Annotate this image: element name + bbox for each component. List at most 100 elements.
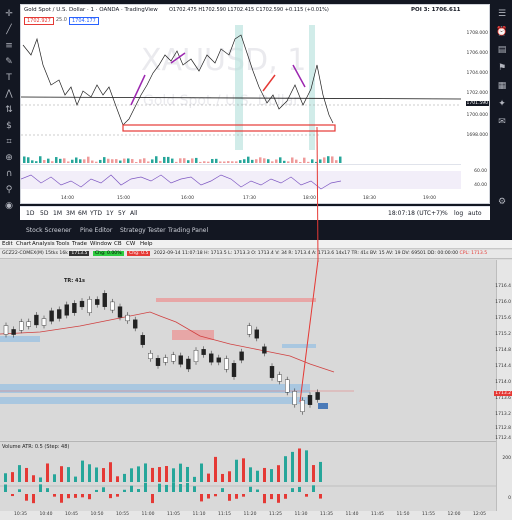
tab-pine-editor[interactable]: Pine Editor [80,227,113,234]
info-bar: GCZ22-COMEX(M) 15tks 16k 1713.5 Chg: 0.0… [0,250,512,259]
tv-symbol-title: Gold Spot / U.S. Dollar · 1 · OANDA · Tr… [24,7,158,13]
tv-volume-bar [55,157,58,163]
price-icon[interactable]: $ [6,121,12,131]
tf-1y[interactable]: 1Y [106,210,114,217]
tf-5d[interactable]: 5D [40,210,49,217]
scale-log[interactable]: log [454,210,464,217]
chat-icon[interactable]: ✉ [498,117,506,127]
nt-price-tick: 1713.6 [495,396,511,401]
tv-volume-bar [263,158,266,163]
delta-bar [291,488,294,492]
delta-bar [151,494,154,504]
rsi-pane: 60.00 40.00 [20,164,487,194]
menu-cw[interactable]: CW [126,241,136,247]
candle-body [79,300,85,308]
futures-time-axis: 10:35 10:40 10:45 10:50 10:55 11:00 11:05 11:10… [0,511,512,520]
tv-volume-bar [119,160,122,163]
menu-edit[interactable]: Edit [2,241,13,247]
menu-trade[interactable]: Trade [72,241,88,247]
delta-bar [228,494,231,501]
ideas-icon[interactable]: ✦ [498,99,506,109]
volume-bar [284,456,287,482]
alert-icon[interactable]: ⏰ [496,27,508,37]
nt-price-tick: 1714.8 [495,348,511,353]
sell-button[interactable]: 1702.927 [24,17,54,25]
futures-price-pane[interactable]: TR: 41s [0,259,496,440]
poi-zone-rect [122,124,336,132]
candle-body [231,363,237,377]
tf-6m[interactable]: 6M [78,210,87,217]
tab-strategy-tester[interactable]: Strategy Tester [120,227,166,234]
volume-bar [186,466,189,482]
watchlist-icon[interactable]: ☰ [497,9,507,19]
tv-volume-bar [187,160,190,163]
volume-bar [277,465,280,482]
tv-volume-bar [207,161,210,163]
candle-body [285,379,290,393]
tv-volume-bar [63,158,66,163]
hotlist-icon[interactable]: ⚑ [497,63,507,73]
tv-time-tick: 14:00 [61,196,74,201]
magnet-icon[interactable]: ∩ [5,169,13,179]
candle-body [125,314,130,322]
chg-badge-2: Chg: 0.5 [127,251,151,256]
tf-1m[interactable]: 1M [53,210,62,217]
last-marker [318,403,328,409]
menu-help[interactable]: Help [140,241,153,247]
cpl-label: CPL: 1713.5 [459,251,488,256]
drawing-toolbar: ✛ ╱ ≡ ✎ T ⋀ ⇅ $ ⌗ ⊕ ∩ ⚲ ◉ [0,0,18,240]
volume-bar [60,466,63,482]
eye-icon[interactable]: ◉ [5,201,13,211]
tf-5y[interactable]: 5Y [118,210,126,217]
menu-chart[interactable]: Chart [16,241,32,247]
tf-1d[interactable]: 1D [26,210,35,217]
delta-bar [137,489,140,492]
tv-volume-bar [307,161,310,163]
tf-ytd[interactable]: YTD [90,210,102,217]
menu-analysis[interactable]: Analysis [32,241,55,247]
brush-icon[interactable]: ✎ [5,57,13,67]
volume-bar [298,448,301,482]
delta-bar [200,494,203,502]
tab-stock-screener[interactable]: Stock Screener [26,227,72,234]
tv-chart-pane[interactable]: Gold Spot / U.S. Dollar · 1 · OANDA · Tr… [20,4,490,204]
menu-tools[interactable]: Tools [56,241,70,247]
trendline-icon[interactable]: ╱ [6,25,12,35]
volume-bar [123,473,126,482]
calendar-icon[interactable]: ▦ [497,81,507,91]
tv-time-tick: 19:00 [423,196,436,201]
tab-trading-panel[interactable]: Trading Panel [168,227,209,234]
menu-cb[interactable]: CB [114,241,122,247]
delta-bar [207,494,210,499]
menu-window[interactable]: Window [90,241,112,247]
forecast-icon[interactable]: ⇅ [5,105,13,115]
scale-auto[interactable]: auto [468,210,482,217]
data-window-icon[interactable]: ▤ [497,45,507,55]
fib-icon[interactable]: ≡ [5,41,13,51]
candle-body [292,391,297,405]
tv-price-tick: 1698.000 [466,133,488,138]
futures-price-axis: 1716.4 1716.0 1715.6 1715.2 1714.8 1714.… [494,260,512,520]
buy-button[interactable]: 1704.177 [69,17,99,25]
text-icon[interactable]: T [6,73,12,83]
scale-percent[interactable]: % [442,210,448,217]
crosshair-icon[interactable]: ✛ [5,9,13,19]
tv-volume-bar [87,156,90,163]
volume-pane[interactable]: Volume ATR: 0.5 (Step: 48) [0,441,496,511]
tv-volume-bar [131,159,134,163]
settings-icon[interactable]: ⚙ [497,197,507,207]
delta-bar [46,488,49,492]
candle-body [163,357,168,363]
candle-body [277,374,282,382]
ruler-icon[interactable]: ⌗ [6,137,12,147]
volume-bar [67,467,70,482]
volume-bar [95,467,98,482]
pattern-icon[interactable]: ⋀ [5,89,13,99]
zoom-icon[interactable]: ⊕ [5,153,13,163]
lock-icon[interactable]: ⚲ [5,185,13,195]
tv-volume-bar [191,158,194,163]
nt-price-tick: 1715.6 [495,316,511,321]
tf-3m[interactable]: 3M [66,210,75,217]
tf-all[interactable]: All [130,210,138,217]
tv-volume-bar [31,160,34,163]
